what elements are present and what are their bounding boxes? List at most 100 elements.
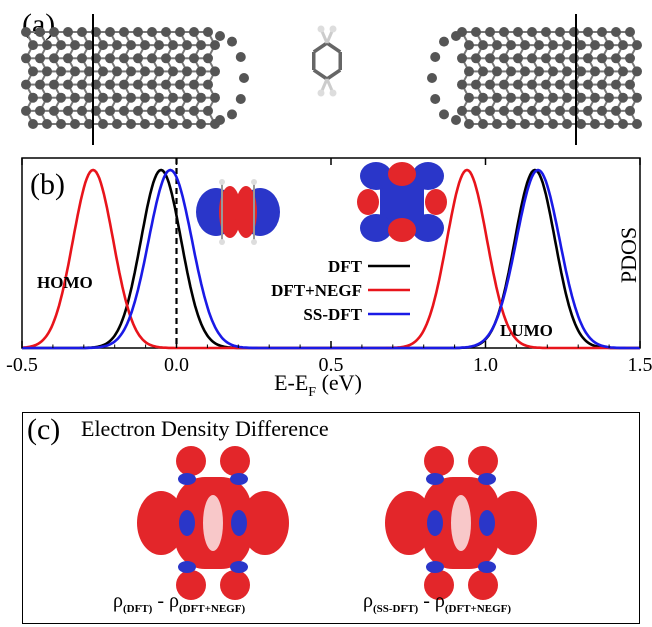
cap-atom [235,52,246,62]
carbon-atom [492,66,502,77]
carbon-atom [154,92,164,103]
carbon-atom [597,105,607,116]
density-image-dft [137,446,289,600]
carbon-atom [175,105,185,116]
carbon-atom [105,105,115,116]
carbon-atom [555,27,565,37]
carbon-atom [210,92,220,103]
carbon-atom [147,105,157,116]
carbon-atom [632,92,642,103]
carbon-atom [84,40,94,51]
carbon-atom [576,92,586,103]
carbon-atom [464,40,474,51]
carbon-atom [77,53,87,64]
panel-b-label: (b) [30,168,65,201]
carbon-atom [590,66,600,77]
cap-atom [227,36,237,47]
carbon-atom [203,79,213,90]
x-tick-label: 0.5 [319,354,344,376]
y-axis-label: PDOS [616,227,641,283]
carbon-atom [175,79,185,90]
carbon-atom [56,40,66,51]
legend-label-1: DFT+NEGF [271,281,362,300]
cap-atom [451,115,461,125]
carbon-atom [583,79,593,90]
carbon-atom [569,27,579,37]
carbon-atom [513,53,523,64]
cap-atom [427,73,437,83]
carbon-atom [161,79,171,90]
carbon-atom [56,119,66,129]
legend-label-2: SS-DFT [303,305,362,324]
carbon-atom [597,53,607,64]
carbon-atom [161,53,171,64]
homo-label: HOMO [37,273,93,292]
right-nanotube [427,27,642,129]
carbon-atom [154,66,164,77]
carbon-atom [168,40,178,51]
carbon-atom [499,105,509,116]
carbon-atom [49,53,59,64]
carbon-atom [576,40,586,51]
carbon-atom [126,92,136,103]
carbon-atom [84,92,94,103]
carbon-atom [35,79,45,90]
carbon-atom [478,119,488,129]
carbon-atom [133,53,143,64]
carbon-atom [464,119,474,129]
lumo-orbital-image [357,162,447,242]
carbon-atom [632,40,642,51]
carbon-atom [604,119,614,129]
carbon-atom [210,66,220,77]
carbon-atom [555,105,565,116]
carbon-atom [597,27,607,37]
density-images [137,446,537,600]
carbon-atom [576,119,586,129]
carbon-atom [147,27,157,37]
carbon-atom [478,66,488,77]
carbon-atom [604,92,614,103]
carbon-atom [126,66,136,77]
carbon-atom [478,40,488,51]
carbon-atom [541,53,551,64]
carbon-atom [154,40,164,51]
carbon-atom [63,53,73,64]
carbon-atom [119,105,129,116]
carbon-atom [189,79,199,90]
carbon-atom [133,27,143,37]
hydrogen-atom [317,25,325,33]
carbon-atom [84,119,94,129]
carbon-atom [21,79,31,90]
carbon-atom [203,105,213,116]
carbon-atom [618,119,628,129]
x-tick-label: 0.0 [164,354,189,376]
x-tick-label: 1.0 [473,354,498,376]
carbon-atom [56,66,66,77]
carbon-atom [56,92,66,103]
carbon-atom [513,105,523,116]
hydrogen-atom [317,89,325,97]
carbon-atom [182,40,192,51]
carbon-atom [147,53,157,64]
carbon-atom [119,27,129,37]
carbon-atom [583,27,593,37]
carbon-atom [527,79,537,90]
carbon-atom [485,27,495,37]
carbon-atom [63,27,73,37]
carbon-atom [28,92,38,103]
carbon-atom [625,27,635,37]
carbon-atom [625,79,635,90]
carbon-atom [471,27,481,37]
carbon-atom [70,119,80,129]
carbon-atom [513,79,523,90]
carbon-atom [140,119,150,129]
carbon-atom [28,66,38,77]
carbon-atom [210,40,220,51]
cap-atom [451,31,461,41]
carbon-atom [527,53,537,64]
carbon-atom [485,105,495,116]
carbon-atom [569,53,579,64]
carbon-atom [77,27,87,37]
carbon-atom [520,40,530,51]
carbon-atom [28,40,38,51]
